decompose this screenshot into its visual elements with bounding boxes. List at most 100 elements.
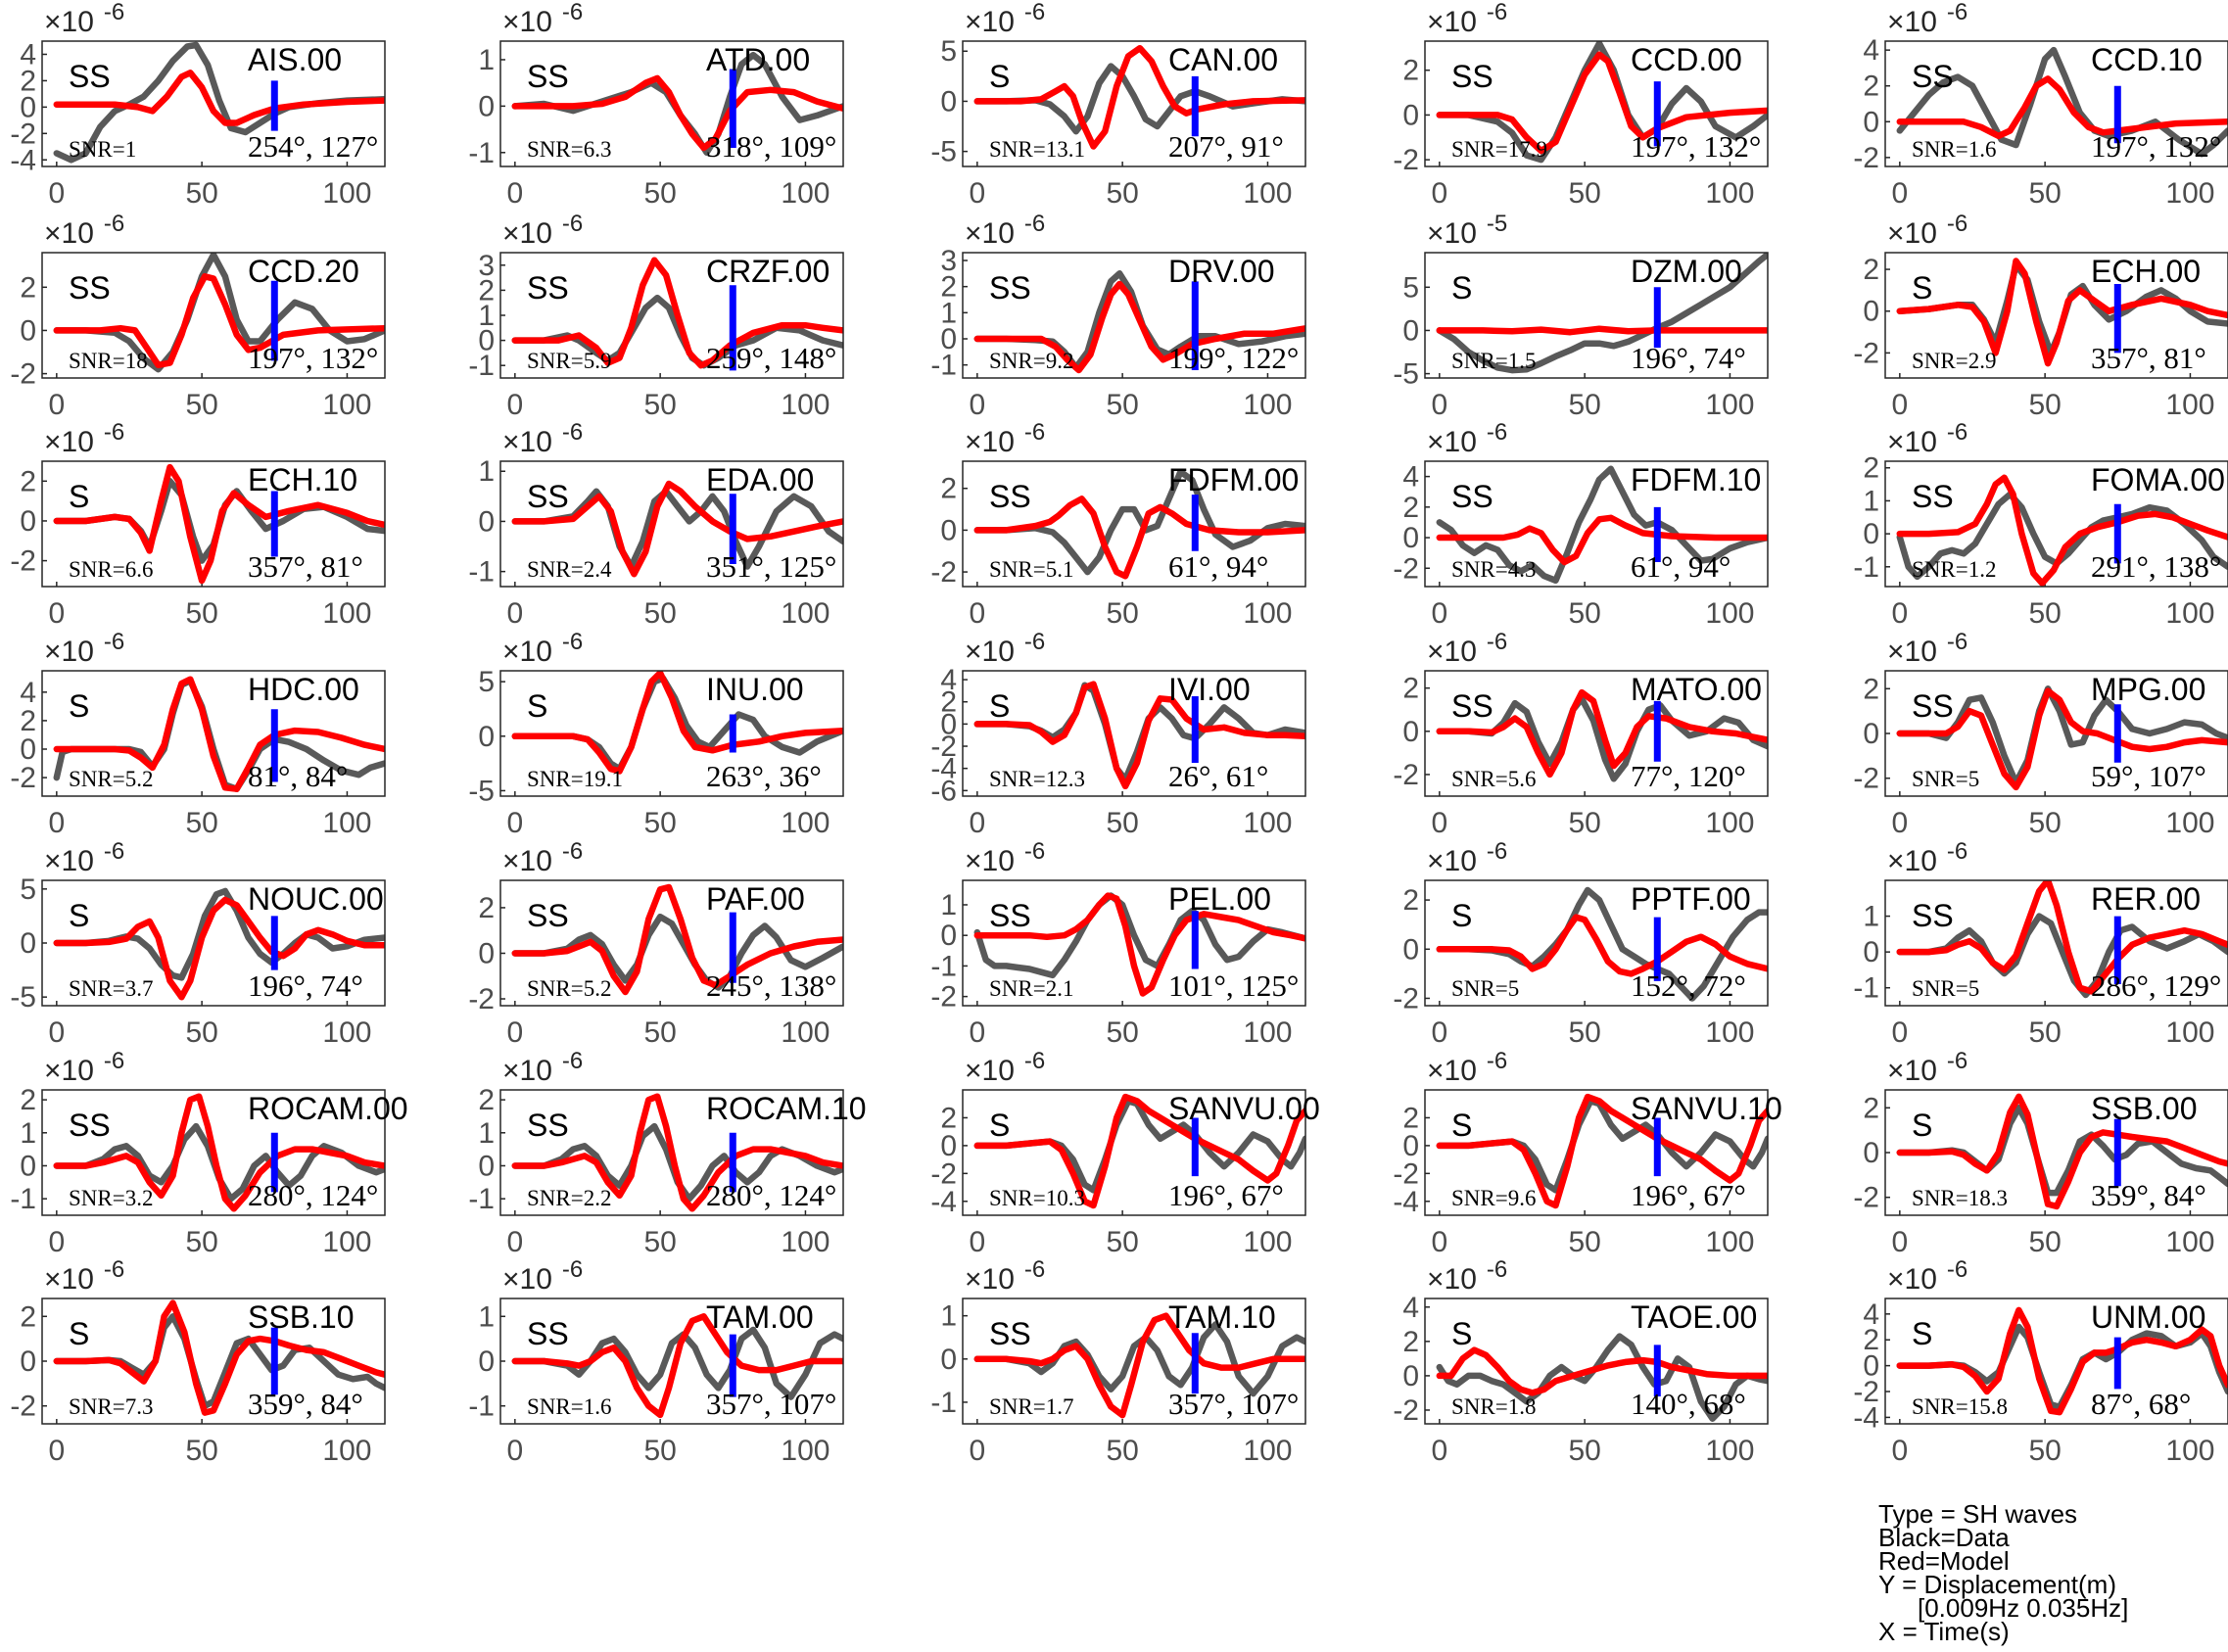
y-tick-label: 3 bbox=[940, 245, 957, 277]
x-tick-label: 0 bbox=[969, 1016, 985, 1049]
x-tick-label: 50 bbox=[185, 1226, 217, 1258]
station-label: FDFM.00 bbox=[1168, 462, 1299, 497]
model-trace bbox=[511, 671, 843, 775]
y-tick-label: 0 bbox=[478, 1150, 495, 1182]
axes-box bbox=[1884, 1089, 2228, 1216]
y-exponent-label: ×10 -6 bbox=[965, 0, 1045, 38]
axes-box bbox=[1884, 879, 2228, 1007]
legend-band: [0.009Hz 0.035Hz] bbox=[1918, 1593, 2129, 1623]
y-tick-label: 1 bbox=[940, 297, 957, 329]
wave-type-label: SS bbox=[1451, 479, 1493, 514]
data-trace bbox=[1436, 253, 1768, 374]
wave-type-label: S bbox=[1451, 270, 1472, 306]
axes-box bbox=[499, 879, 844, 1007]
x-tick-label: 100 bbox=[2165, 597, 2214, 630]
x-tick-label: 0 bbox=[969, 1435, 985, 1467]
wave-type-label: S bbox=[1451, 1316, 1472, 1351]
axes-box bbox=[962, 670, 1306, 797]
azimuth-label: 199°, 122° bbox=[1168, 341, 1299, 375]
y-tick-label: -2 bbox=[10, 358, 36, 391]
snr-label: SNR=6.6 bbox=[69, 557, 153, 582]
panel-ccd-00: ×10 -62 0 -2 0 50 100 SS CCD.00 SNR=17.9 197°, 132… bbox=[1393, 0, 1769, 210]
legend-x: X = Time(s) bbox=[1878, 1617, 2010, 1646]
model-trace bbox=[53, 70, 385, 126]
wave-type-label: SS bbox=[1912, 898, 1954, 933]
y-exponent-label: ×10 -6 bbox=[965, 838, 1045, 877]
y-tick-label: 1 bbox=[20, 1117, 36, 1150]
x-tick-label: 100 bbox=[322, 177, 371, 210]
y-exponent-label: ×10 -6 bbox=[44, 211, 124, 250]
axes-box bbox=[41, 879, 386, 1007]
y-tick-label: 5 bbox=[940, 35, 957, 68]
y-exponent-label: ×10 -6 bbox=[1887, 211, 1967, 250]
y-tick-label: 0 bbox=[940, 708, 957, 740]
y-tick-label: -1 bbox=[468, 137, 495, 169]
y-tick-label: 4 bbox=[20, 38, 36, 71]
station-label: ROCAM.10 bbox=[706, 1091, 867, 1126]
y-tick-label: -5 bbox=[468, 775, 495, 807]
y-tick-label: 0 bbox=[20, 505, 36, 538]
snr-label: SNR=9.6 bbox=[1451, 1186, 1536, 1210]
station-label: FOMA.00 bbox=[2091, 462, 2225, 497]
station-label: EDA.00 bbox=[706, 462, 814, 497]
y-tick-label: 2 bbox=[1402, 1102, 1419, 1134]
x-tick-label: 100 bbox=[1705, 1226, 1754, 1258]
y-tick-label: 0 bbox=[1863, 1350, 1879, 1383]
data-trace bbox=[511, 913, 843, 991]
azimuth-label: 207°, 91° bbox=[1168, 129, 1284, 164]
y-tick-label: -2 bbox=[1393, 1157, 1419, 1190]
x-tick-label: 50 bbox=[1568, 1016, 1600, 1049]
y-exponent-label: ×10 -6 bbox=[1887, 1048, 1967, 1087]
azimuth-label: 357°, 81° bbox=[2091, 341, 2206, 375]
x-tick-label: 50 bbox=[2028, 177, 2061, 210]
y-tick-label: -2 bbox=[10, 762, 36, 794]
x-tick-label: 100 bbox=[1243, 597, 1292, 630]
axes-box bbox=[1424, 1298, 1769, 1425]
x-tick-label: 50 bbox=[1568, 389, 1600, 421]
x-tick-label: 100 bbox=[781, 1016, 830, 1049]
station-label: SANVU.10 bbox=[1631, 1091, 1782, 1126]
x-tick-label: 100 bbox=[322, 1016, 371, 1049]
azimuth-label: 196°, 67° bbox=[1631, 1178, 1746, 1212]
axes-box bbox=[962, 879, 1306, 1007]
y-tick-label: 2 bbox=[1402, 884, 1419, 917]
axes-box bbox=[41, 252, 386, 379]
station-label: SSB.10 bbox=[248, 1299, 355, 1335]
y-tick-label: 2 bbox=[1863, 1324, 1879, 1356]
wave-type-label: S bbox=[69, 688, 89, 724]
x-tick-label: 50 bbox=[2028, 389, 2061, 421]
axes-box bbox=[1424, 670, 1769, 797]
x-tick-label: 100 bbox=[2165, 807, 2214, 839]
y-tick-label: 0 bbox=[1402, 99, 1419, 131]
model-trace bbox=[973, 892, 1305, 997]
wave-type-label: SS bbox=[527, 898, 569, 933]
azimuth-label: 197°, 132° bbox=[2091, 129, 2221, 164]
model-trace bbox=[1896, 1306, 2228, 1416]
axes-box bbox=[41, 670, 386, 797]
y-tick-label: -1 bbox=[468, 1391, 495, 1423]
station-label: ECH.10 bbox=[248, 462, 357, 497]
y-tick-label: 2 bbox=[940, 271, 957, 304]
snr-label: SNR=1.6 bbox=[1912, 137, 1996, 162]
x-tick-label: 50 bbox=[185, 389, 217, 421]
azimuth-label: 196°, 74° bbox=[1631, 341, 1746, 375]
model-trace bbox=[1436, 1093, 1768, 1209]
y-tick-label: -2 bbox=[930, 981, 957, 1014]
y-tick-label: -1 bbox=[468, 1183, 495, 1215]
azimuth-label: 59°, 107° bbox=[2091, 759, 2206, 793]
data-trace bbox=[53, 887, 385, 981]
azimuth-label: 81°, 84° bbox=[248, 759, 348, 793]
snr-label: SNR=15.8 bbox=[1912, 1394, 2008, 1419]
x-tick-label: 0 bbox=[506, 177, 523, 210]
model-trace bbox=[973, 681, 1305, 790]
y-tick-label: -2 bbox=[930, 731, 957, 763]
wave-type-label: S bbox=[69, 479, 89, 514]
y-tick-label: 5 bbox=[20, 873, 36, 906]
snr-label: SNR=1.5 bbox=[1451, 349, 1536, 373]
wave-type-label: SS bbox=[527, 59, 569, 94]
axes-box bbox=[1424, 879, 1769, 1007]
snr-label: SNR=2.9 bbox=[1912, 349, 1996, 373]
wave-type-label: S bbox=[1912, 1316, 1932, 1351]
